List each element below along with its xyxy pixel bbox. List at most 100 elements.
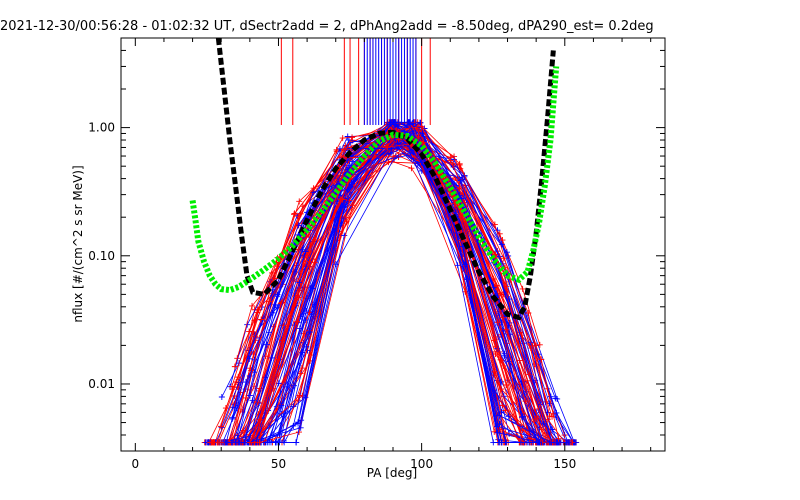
trace-point: [247, 439, 254, 446]
trace-point: [294, 318, 301, 325]
trace-point: [394, 140, 401, 147]
trace-point: [414, 160, 421, 167]
trace-point: [341, 232, 348, 239]
trace-point: [456, 160, 463, 167]
trace-point: [258, 316, 265, 323]
trace-point: [536, 439, 543, 446]
trace-point: [297, 424, 304, 431]
y-axis-label: nflux [#/(cm^2 s sr MeV)]: [71, 165, 85, 322]
trace-point: [387, 150, 394, 157]
vertical-markers: [280, 38, 431, 125]
trace-point: [499, 237, 506, 244]
trace-point: [278, 402, 285, 409]
trace-point: [552, 395, 559, 402]
trace-point: [309, 285, 316, 292]
trace-point: [229, 415, 236, 422]
trace-point: [505, 413, 512, 420]
trace-point: [522, 398, 529, 405]
trace-point: [299, 246, 306, 253]
trace-point: [408, 165, 415, 172]
trace-point: [279, 337, 286, 344]
trace-point: [243, 394, 250, 401]
trace-point: [242, 379, 249, 386]
trace-point: [269, 309, 276, 316]
trace-point: [306, 329, 313, 336]
trace-point: [229, 386, 236, 393]
trace-point: [235, 374, 242, 381]
trace-point: [296, 392, 303, 399]
trace-point: [536, 341, 543, 348]
trace-point: [503, 283, 510, 290]
trace-point: [228, 383, 235, 390]
trace-point: [457, 177, 464, 184]
trace-point: [447, 157, 454, 164]
trace-point: [296, 325, 303, 332]
x-tick-label: 0: [131, 457, 139, 471]
trace-point: [532, 416, 539, 423]
trace-point: [499, 402, 506, 409]
trace-point: [218, 393, 225, 400]
trace-point: [503, 249, 510, 256]
trace-point: [390, 153, 397, 160]
trace-point: [223, 439, 230, 446]
trace-point: [450, 156, 457, 163]
trace-point: [500, 362, 507, 369]
trace-point: [262, 353, 269, 360]
trace-point: [496, 412, 503, 419]
trace-point: [239, 427, 246, 434]
trace-point: [494, 319, 501, 326]
trace-point: [276, 439, 283, 446]
y-tick-label: 1.00: [88, 121, 115, 135]
trace-point: [415, 133, 422, 140]
trace-point: [250, 328, 257, 335]
trace-point: [458, 195, 465, 202]
trace-point: [525, 309, 532, 316]
model-curves: [189, 38, 560, 321]
trace-point: [246, 392, 253, 399]
trace-point: [565, 439, 572, 446]
trace-point: [490, 439, 497, 446]
trace-point: [498, 241, 505, 248]
y-tick-label: 0.10: [88, 249, 115, 263]
trace-point: [529, 343, 536, 350]
trace-point: [256, 439, 263, 446]
axes: 0 50 100 150 0.01 0.10 1.00: [88, 37, 665, 471]
trace-point: [241, 439, 248, 446]
trace-point: [332, 261, 339, 268]
trace-point: [291, 211, 298, 218]
trace-point: [340, 146, 347, 153]
trace-point: [546, 413, 553, 420]
trace-point: [339, 135, 346, 142]
trace-point: [296, 198, 303, 205]
trace-point: [264, 341, 271, 348]
trace-point: [206, 439, 213, 446]
trace-point: [407, 150, 414, 157]
trace-point: [296, 279, 303, 286]
trace-point: [394, 145, 401, 152]
trace-point: [506, 296, 513, 303]
trace-point: [293, 439, 300, 446]
trace-point: [257, 416, 264, 423]
trace-point: [302, 394, 309, 401]
y-tick-label: 0.01: [88, 377, 115, 391]
trace-point: [547, 393, 554, 400]
x-tick-label: 100: [410, 457, 433, 471]
trace-point: [500, 255, 507, 262]
trace-point: [291, 382, 298, 389]
trace-point: [448, 178, 455, 185]
trace-point: [246, 328, 253, 335]
trace-point: [345, 186, 352, 193]
trace-point: [548, 439, 555, 446]
trace-point: [349, 202, 356, 209]
trace-point: [498, 386, 505, 393]
trace-point: [501, 352, 508, 359]
x-tick-label: 150: [553, 457, 576, 471]
trace-point: [311, 236, 318, 243]
trace-point: [344, 133, 351, 140]
x-axis-label: PA [deg]: [367, 466, 417, 480]
trace-point: [491, 428, 498, 435]
trace-point: [540, 420, 547, 427]
trace-point: [524, 439, 531, 446]
x-tick-label: 50: [271, 457, 286, 471]
